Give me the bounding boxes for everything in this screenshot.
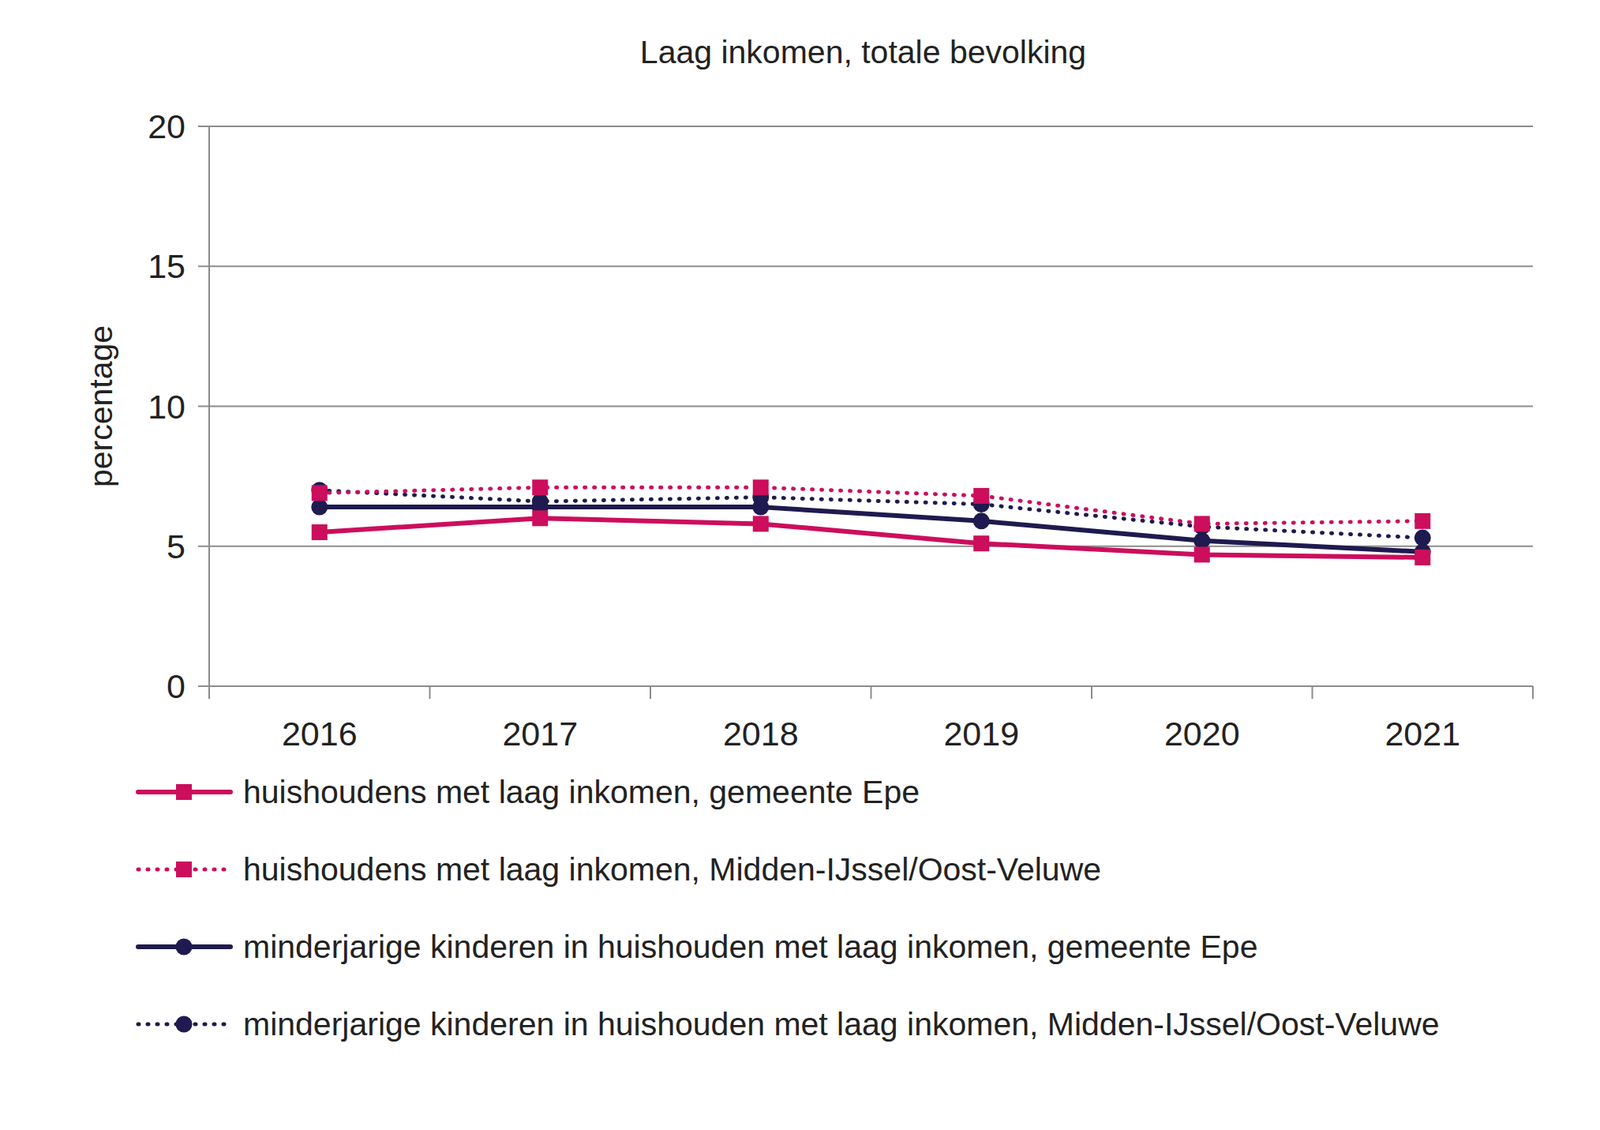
y-tick-label: 0 <box>166 666 186 705</box>
x-tick <box>649 685 652 699</box>
grid-line <box>209 265 1533 267</box>
legend-marker <box>176 861 192 877</box>
x-tick <box>1311 685 1314 699</box>
grid-line <box>209 125 1533 128</box>
legend-key <box>134 1001 237 1042</box>
x-tick <box>870 685 873 699</box>
marker <box>753 515 769 532</box>
x-tick <box>1090 685 1093 699</box>
legend-marker <box>176 938 193 956</box>
marker <box>1414 513 1431 529</box>
x-tick-label: 2021 <box>1384 714 1461 753</box>
x-tick <box>208 685 210 699</box>
legend-item: huishoudens met laag inkomen, gemeente E… <box>134 769 1587 814</box>
marker <box>1194 515 1211 532</box>
x-tick <box>429 685 431 699</box>
y-tick <box>198 685 210 687</box>
y-tick <box>198 405 210 408</box>
x-tick-label: 2016 <box>281 714 358 753</box>
legend-label: minderjarige kinderen in huishouden met … <box>243 924 1578 969</box>
legend-key <box>134 769 237 810</box>
legend-key <box>134 846 237 887</box>
series <box>311 498 1432 561</box>
y-tick <box>198 265 210 267</box>
marker <box>1414 549 1431 566</box>
line <box>319 506 1424 552</box>
marker <box>1194 546 1211 563</box>
chart: Laag inkomen, totale bevolking percentage… <box>0 0 1600 770</box>
marker <box>973 512 990 529</box>
line <box>319 517 1424 558</box>
y-tick-label: 20 <box>147 107 186 146</box>
marker <box>311 484 328 501</box>
series <box>311 509 1432 566</box>
legend-item: huishoudens met laag inkomen, Midden-IJs… <box>134 846 1587 892</box>
marker <box>1193 532 1211 549</box>
legend-key <box>134 924 237 964</box>
x-tick-label: 2018 <box>723 714 799 753</box>
marker <box>973 535 990 551</box>
y-axis-label: percentage <box>82 325 120 488</box>
legend: huishoudens met laag inkomen, gemeente E… <box>134 769 1587 1080</box>
marker <box>752 498 769 516</box>
y-tick-label: 15 <box>147 247 186 285</box>
legend-label: minderjarige kinderen in huishouden met … <box>243 1001 1578 1046</box>
legend-marker <box>176 783 192 800</box>
y-tick-label: 5 <box>166 527 186 566</box>
x-tick-label: 2017 <box>502 714 578 753</box>
marker <box>532 509 548 526</box>
x-tick-label: 2019 <box>943 714 1020 753</box>
legend-item: minderjarige kinderen in huishouden met … <box>134 1001 1587 1046</box>
plot-area <box>311 479 1432 566</box>
line <box>319 487 1424 524</box>
legend-marker <box>176 1015 193 1033</box>
y-tick-label: 10 <box>147 387 186 426</box>
legend-label: huishoudens met laag inkomen, Midden-IJs… <box>243 846 1578 892</box>
y-tick <box>198 545 210 548</box>
x-tick-label: 2020 <box>1164 714 1241 753</box>
grid-line <box>209 405 1533 408</box>
marker <box>532 479 548 495</box>
legend-item: minderjarige kinderen in huishouden met … <box>134 924 1587 969</box>
legend-label: huishoudens met laag inkomen, gemeente E… <box>243 769 1578 814</box>
marker <box>753 479 769 495</box>
title: Laag inkomen, totale bevolking <box>640 33 1087 71</box>
x-tick <box>1532 685 1534 699</box>
marker <box>311 524 328 540</box>
y-tick <box>198 125 210 128</box>
marker <box>973 487 990 504</box>
y-axis <box>208 126 210 686</box>
marker <box>311 498 328 516</box>
